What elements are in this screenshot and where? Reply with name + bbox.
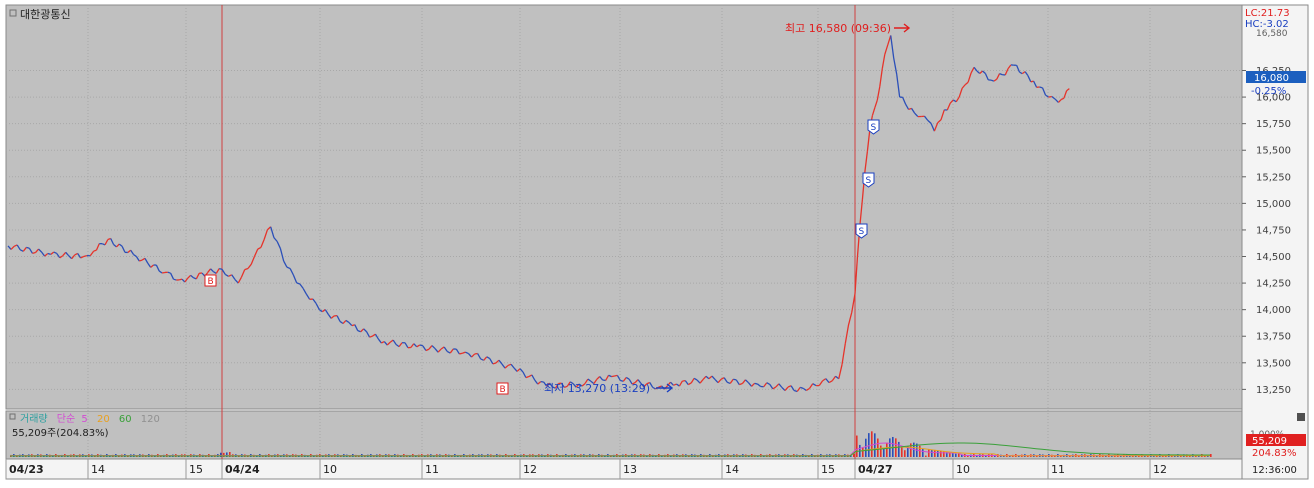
x-tick-label: 04/27: [858, 463, 893, 476]
volume-bar: [922, 449, 924, 457]
ma-label-60: 60: [119, 414, 132, 425]
ma-label-5: 5: [81, 414, 87, 425]
price-segment: [139, 260, 142, 261]
price-panel-bg[interactable]: [6, 5, 1242, 409]
volume-bar: [931, 450, 933, 457]
y-tick-label: 15,500: [1256, 146, 1291, 157]
volume-bar: [856, 436, 858, 457]
price-segment: [168, 272, 171, 273]
y-tick-label: 13,250: [1256, 385, 1291, 396]
x-tick-label: 14: [725, 463, 739, 476]
price-segment: [162, 272, 165, 273]
x-tick-label: 11: [425, 463, 439, 476]
volume-bar: [934, 450, 936, 457]
stock-title: 대한광통신: [20, 8, 71, 21]
x-tick-label: 10: [323, 463, 337, 476]
ma-label-simple: 단순: [57, 413, 75, 425]
price-segment: [179, 279, 182, 280]
y-tick-label: 15,750: [1256, 119, 1291, 130]
volume-bar: [871, 431, 873, 457]
volume-bar: [880, 446, 882, 457]
buy-marker-label: B: [208, 277, 214, 287]
y-tick-label: 14,250: [1256, 279, 1291, 290]
buy-marker[interactable]: B: [497, 383, 508, 395]
sell-marker-label: S: [871, 123, 877, 133]
volume-bar: [925, 456, 927, 457]
low-annotation: 최저 13,270 (13:29): [544, 382, 650, 395]
lc-label: LC:21.73: [1245, 8, 1290, 19]
volume-summary: 55,209주(204.83%): [12, 428, 109, 439]
x-tick-label: 14: [91, 463, 105, 476]
top-tick-label: 16,580: [1256, 29, 1288, 39]
buy-marker-label: B: [500, 385, 506, 395]
price-segment: [32, 253, 35, 254]
x-tick-label: 12: [523, 463, 537, 476]
volume-bar: [937, 450, 939, 457]
volume-tag-value: 55,209: [1252, 436, 1287, 447]
volume-bar: [901, 447, 903, 457]
volume-bar: [862, 447, 864, 457]
x-tick-label: 15: [189, 463, 203, 476]
x-tick-label: 11: [1051, 463, 1065, 476]
y-tick-label: 14,500: [1256, 252, 1291, 263]
volume-bar: [1210, 454, 1212, 457]
price-segment: [1040, 87, 1043, 88]
volume-bar: [898, 442, 900, 457]
x-tick-label: 13: [623, 463, 637, 476]
volume-bar: [904, 450, 906, 457]
high-annotation: 최고 16,580 (09:36): [785, 22, 891, 35]
volume-bar: [853, 454, 855, 457]
volume-bar: [928, 449, 930, 457]
volume-bar: [865, 439, 867, 457]
current-change-value: -0.25%: [1251, 86, 1286, 97]
price-segment: [219, 269, 222, 270]
sell-marker-label: S: [866, 176, 872, 186]
x-tick-label: 04/24: [225, 463, 260, 476]
current-price-value: 16,080: [1254, 73, 1289, 84]
price-segment: [755, 383, 758, 384]
ma-label-20: 20: [97, 414, 110, 425]
volume-bar: [874, 433, 876, 457]
y-tick-label: 15,250: [1256, 172, 1291, 183]
price-segment: [26, 247, 29, 248]
price-segment: [420, 345, 423, 346]
y-tick-label: 15,000: [1256, 199, 1291, 210]
y-tick-label: 13,750: [1256, 332, 1291, 343]
x-tick-label: 12: [1153, 463, 1167, 476]
x-tick-label: 04/23: [9, 463, 44, 476]
price-segment: [1049, 97, 1052, 98]
price-segment: [493, 363, 496, 364]
volume-bar: [877, 439, 879, 457]
clock-label: 12:36:00: [1252, 465, 1297, 476]
price-segment: [733, 379, 736, 380]
volume-bar: [940, 451, 942, 457]
volume-bar: [952, 454, 954, 457]
y-tick-label: 14,000: [1256, 305, 1291, 316]
x-tick-label: 15: [821, 463, 835, 476]
buy-marker[interactable]: B: [205, 275, 216, 287]
price-segment: [173, 279, 176, 280]
volume-bar: [943, 452, 945, 457]
x-tick-label: 10: [956, 463, 970, 476]
volume-tag-ratio: 204.83%: [1252, 448, 1297, 459]
volume-bar: [886, 443, 888, 457]
volume-panel-bg[interactable]: [6, 411, 1242, 459]
close-square-icon[interactable]: [1297, 413, 1305, 421]
price-segment: [84, 256, 87, 257]
volume-bar: [955, 454, 957, 457]
price-segment: [48, 253, 51, 254]
volume-bar: [985, 456, 987, 457]
price-segment: [459, 353, 462, 354]
y-tick-label: 14,750: [1256, 225, 1291, 236]
sell-marker-label: S: [859, 227, 865, 237]
volume-bar: [883, 449, 885, 457]
y-tick-label: 13,500: [1256, 358, 1291, 369]
volume-bar: [868, 433, 870, 457]
volume-title-label: 거래량: [20, 413, 48, 425]
price-segment: [612, 376, 615, 377]
ma-label-120: 120: [141, 414, 160, 425]
